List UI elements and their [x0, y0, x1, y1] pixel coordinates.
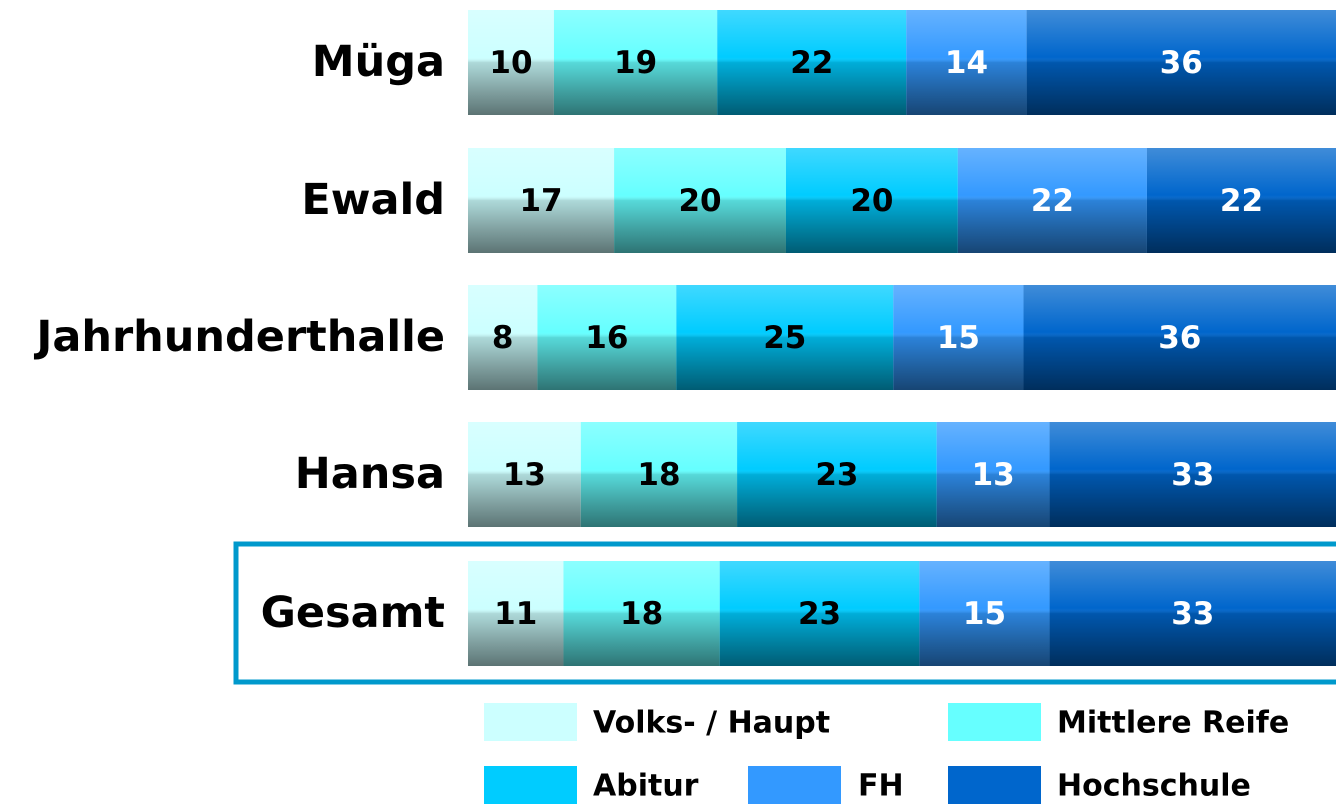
- value-label: 20: [850, 183, 893, 219]
- value-label: 18: [637, 457, 680, 493]
- legend-swatch: [948, 703, 1041, 741]
- value-label: 23: [798, 596, 841, 632]
- value-label: 13: [972, 457, 1015, 493]
- value-label: 16: [585, 320, 628, 356]
- value-label: 14: [945, 45, 988, 81]
- value-label: 36: [1158, 320, 1201, 356]
- category-label: Hansa: [295, 449, 445, 499]
- value-label: 18: [620, 596, 663, 632]
- legend-label: Hochschule: [1057, 769, 1251, 804]
- value-label: 33: [1171, 457, 1214, 493]
- value-label: 11: [494, 596, 537, 632]
- value-label: 22: [1031, 183, 1074, 219]
- legend-label: Abitur: [593, 769, 699, 804]
- value-label: 8: [492, 320, 514, 356]
- value-label: 22: [790, 45, 833, 81]
- value-label: 20: [678, 183, 721, 219]
- value-label: 17: [519, 183, 562, 219]
- category-label: Gesamt: [261, 588, 445, 638]
- legend-label: FH: [858, 769, 904, 804]
- value-label: 23: [815, 457, 858, 493]
- category-label: Ewald: [301, 175, 445, 225]
- value-label: 36: [1160, 45, 1203, 81]
- highlight-box: [233, 541, 1336, 685]
- value-label: 25: [763, 320, 806, 356]
- legend-swatch: [748, 766, 841, 804]
- legend-swatch: [948, 766, 1041, 804]
- value-label: 22: [1220, 183, 1263, 219]
- legend-label: Mittlere Reife: [1057, 706, 1289, 741]
- value-label: 19: [614, 45, 657, 81]
- value-label: 10: [489, 45, 532, 81]
- category-label: Jahrhunderthalle: [33, 312, 445, 362]
- value-label: 33: [1171, 596, 1214, 632]
- category-label: Müga: [312, 37, 445, 87]
- legend-label: Volks- / Haupt: [593, 706, 830, 741]
- legend-swatch: [484, 766, 577, 804]
- value-label: 15: [937, 320, 980, 356]
- value-label: 15: [963, 596, 1006, 632]
- legend-swatch: [484, 703, 577, 741]
- value-label: 13: [503, 457, 546, 493]
